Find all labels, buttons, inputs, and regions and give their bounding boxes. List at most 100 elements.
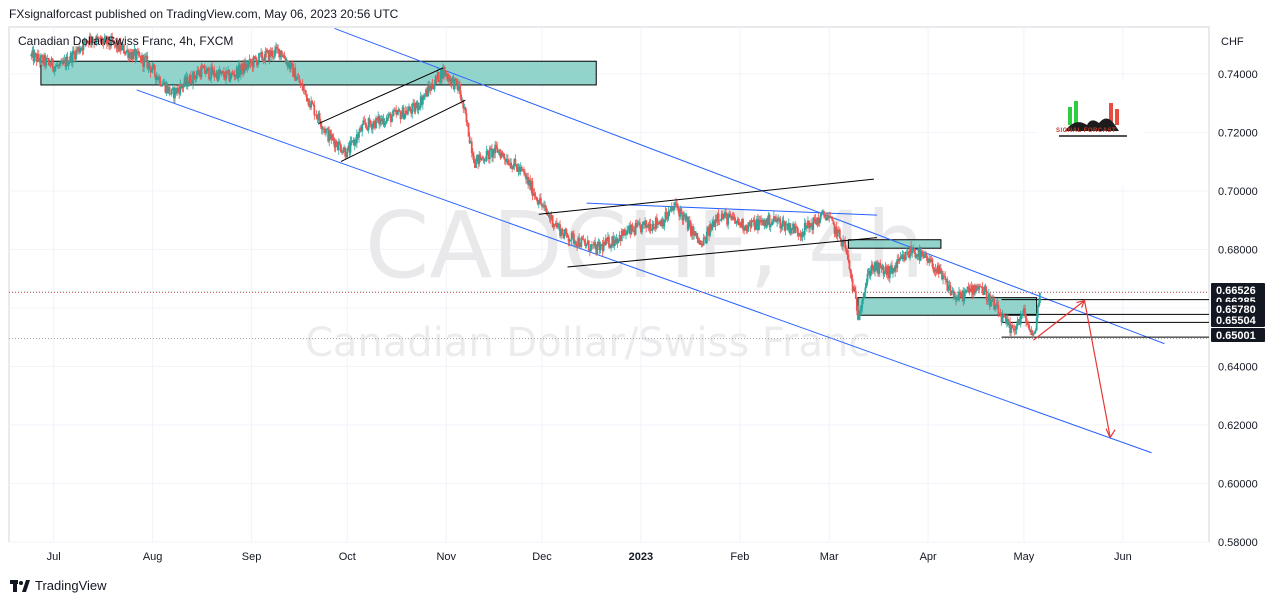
candle-body bbox=[907, 251, 909, 256]
candle-body bbox=[658, 222, 660, 225]
candle-body bbox=[921, 252, 924, 256]
candle-body bbox=[278, 48, 281, 58]
candle-body bbox=[1019, 315, 1022, 325]
candle-body bbox=[300, 83, 303, 85]
candle-body bbox=[975, 285, 977, 292]
candle-body bbox=[567, 237, 570, 242]
candle-body bbox=[390, 113, 392, 123]
candle-body bbox=[969, 288, 972, 293]
candle-body bbox=[182, 84, 185, 89]
candle-body bbox=[329, 130, 332, 140]
candle-body bbox=[786, 224, 789, 230]
candle-body bbox=[380, 118, 383, 122]
candle-body bbox=[735, 220, 738, 224]
candle-body bbox=[622, 229, 625, 236]
candle-body bbox=[218, 70, 221, 74]
candle-body bbox=[617, 239, 620, 243]
candle-body bbox=[241, 63, 243, 70]
time-tick-label: Jun bbox=[1114, 551, 1132, 563]
candle-body bbox=[478, 154, 481, 165]
candle-body bbox=[36, 53, 39, 62]
candle-body bbox=[685, 217, 688, 220]
candle-body bbox=[310, 100, 313, 108]
time-axis[interactable]: Jul Aug Sep Oct Nov Dec 2023 Feb Mar Apr May Jun bbox=[47, 551, 1132, 563]
candle-body bbox=[774, 216, 776, 219]
candle-body bbox=[368, 118, 371, 124]
price-tag-box bbox=[1211, 313, 1265, 327]
candle-body bbox=[674, 202, 676, 208]
candle-body bbox=[682, 214, 685, 221]
candle-body bbox=[272, 56, 275, 58]
candle-body bbox=[663, 221, 666, 227]
candle-body bbox=[946, 279, 949, 291]
candle-body bbox=[349, 141, 352, 153]
candle-body bbox=[954, 296, 957, 301]
candle-body bbox=[179, 83, 182, 95]
candle-body bbox=[175, 87, 177, 94]
tradingview-brand[interactable]: TradingView bbox=[10, 578, 107, 593]
candle-body bbox=[259, 53, 261, 54]
candle-body bbox=[879, 263, 882, 269]
candle-body bbox=[709, 224, 711, 236]
grid bbox=[9, 27, 1209, 543]
candle-body bbox=[1024, 308, 1026, 315]
candle-body bbox=[645, 220, 648, 228]
candle-body bbox=[1038, 293, 1041, 304]
candle-body bbox=[911, 250, 914, 254]
candle-body bbox=[652, 223, 655, 228]
candle-body bbox=[654, 217, 657, 229]
candle-body bbox=[511, 168, 514, 170]
candle-body bbox=[227, 69, 230, 74]
candle-body bbox=[46, 58, 49, 59]
candle-body bbox=[1001, 314, 1004, 323]
candle-body bbox=[810, 223, 813, 227]
candle-body bbox=[890, 265, 892, 269]
candle-body bbox=[294, 67, 297, 81]
candle-body bbox=[838, 229, 841, 239]
candle-body bbox=[963, 292, 966, 302]
candle-body bbox=[602, 242, 605, 251]
candle-body bbox=[613, 240, 616, 247]
candle-body bbox=[670, 206, 673, 210]
candle-body bbox=[847, 254, 850, 261]
pattern-lines[interactable] bbox=[318, 67, 878, 268]
candle-body bbox=[651, 223, 654, 231]
candle-body bbox=[494, 144, 497, 154]
candle-body bbox=[959, 291, 961, 296]
candle-body bbox=[563, 233, 566, 238]
candle-body bbox=[320, 126, 323, 130]
candle-body bbox=[967, 286, 970, 292]
candle-body bbox=[661, 219, 664, 227]
candle-body bbox=[797, 232, 800, 236]
forecast-arrows[interactable] bbox=[1033, 299, 1116, 438]
candle-body bbox=[999, 313, 1002, 317]
candle-body bbox=[1008, 322, 1010, 325]
candle-body bbox=[538, 198, 541, 204]
candle-body bbox=[1003, 314, 1006, 317]
candle-body bbox=[466, 121, 469, 124]
candle-body bbox=[213, 69, 216, 77]
candle-body bbox=[397, 109, 400, 113]
candle-body bbox=[199, 70, 202, 78]
candle-body bbox=[41, 55, 43, 57]
forecast-arrowhead bbox=[1105, 428, 1116, 438]
candle-body bbox=[769, 225, 772, 228]
candle-body bbox=[765, 218, 768, 227]
channel-lines[interactable] bbox=[136, 27, 1165, 454]
candle-body bbox=[502, 153, 505, 158]
candle-body bbox=[249, 59, 252, 64]
candle-body bbox=[188, 75, 191, 84]
candle-body bbox=[634, 223, 637, 235]
candle-body bbox=[743, 229, 746, 231]
candle-body bbox=[267, 50, 270, 61]
candle-body bbox=[422, 95, 425, 99]
candle-body bbox=[528, 179, 531, 185]
candle-body bbox=[119, 42, 122, 51]
candle-body bbox=[318, 113, 321, 122]
candle-body bbox=[251, 61, 254, 68]
candle-body bbox=[145, 55, 148, 58]
candle-body bbox=[357, 134, 359, 138]
candle-body bbox=[777, 218, 780, 221]
candle-body bbox=[667, 211, 670, 217]
